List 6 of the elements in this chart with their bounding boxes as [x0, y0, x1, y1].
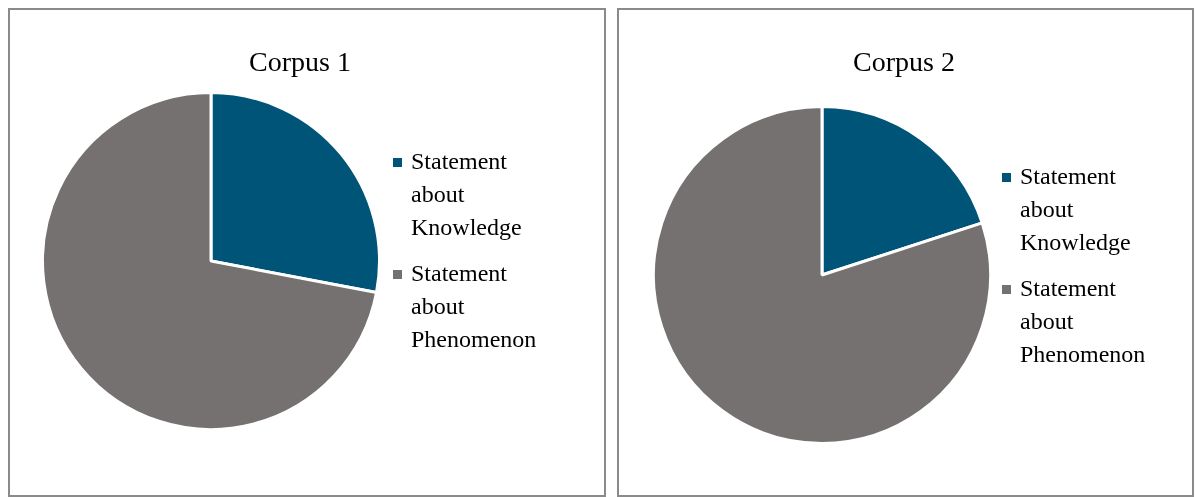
legend-label: Statement about Knowledge: [411, 147, 523, 242]
legend-label: Statement about Phenomenon: [411, 259, 538, 354]
legend-label: Statement about Phenomenon: [1020, 274, 1147, 369]
chart-title: Corpus 2: [852, 46, 956, 78]
legend-label: Statement about Knowledge: [1020, 162, 1132, 257]
chart-title: Corpus 1: [248, 46, 352, 78]
